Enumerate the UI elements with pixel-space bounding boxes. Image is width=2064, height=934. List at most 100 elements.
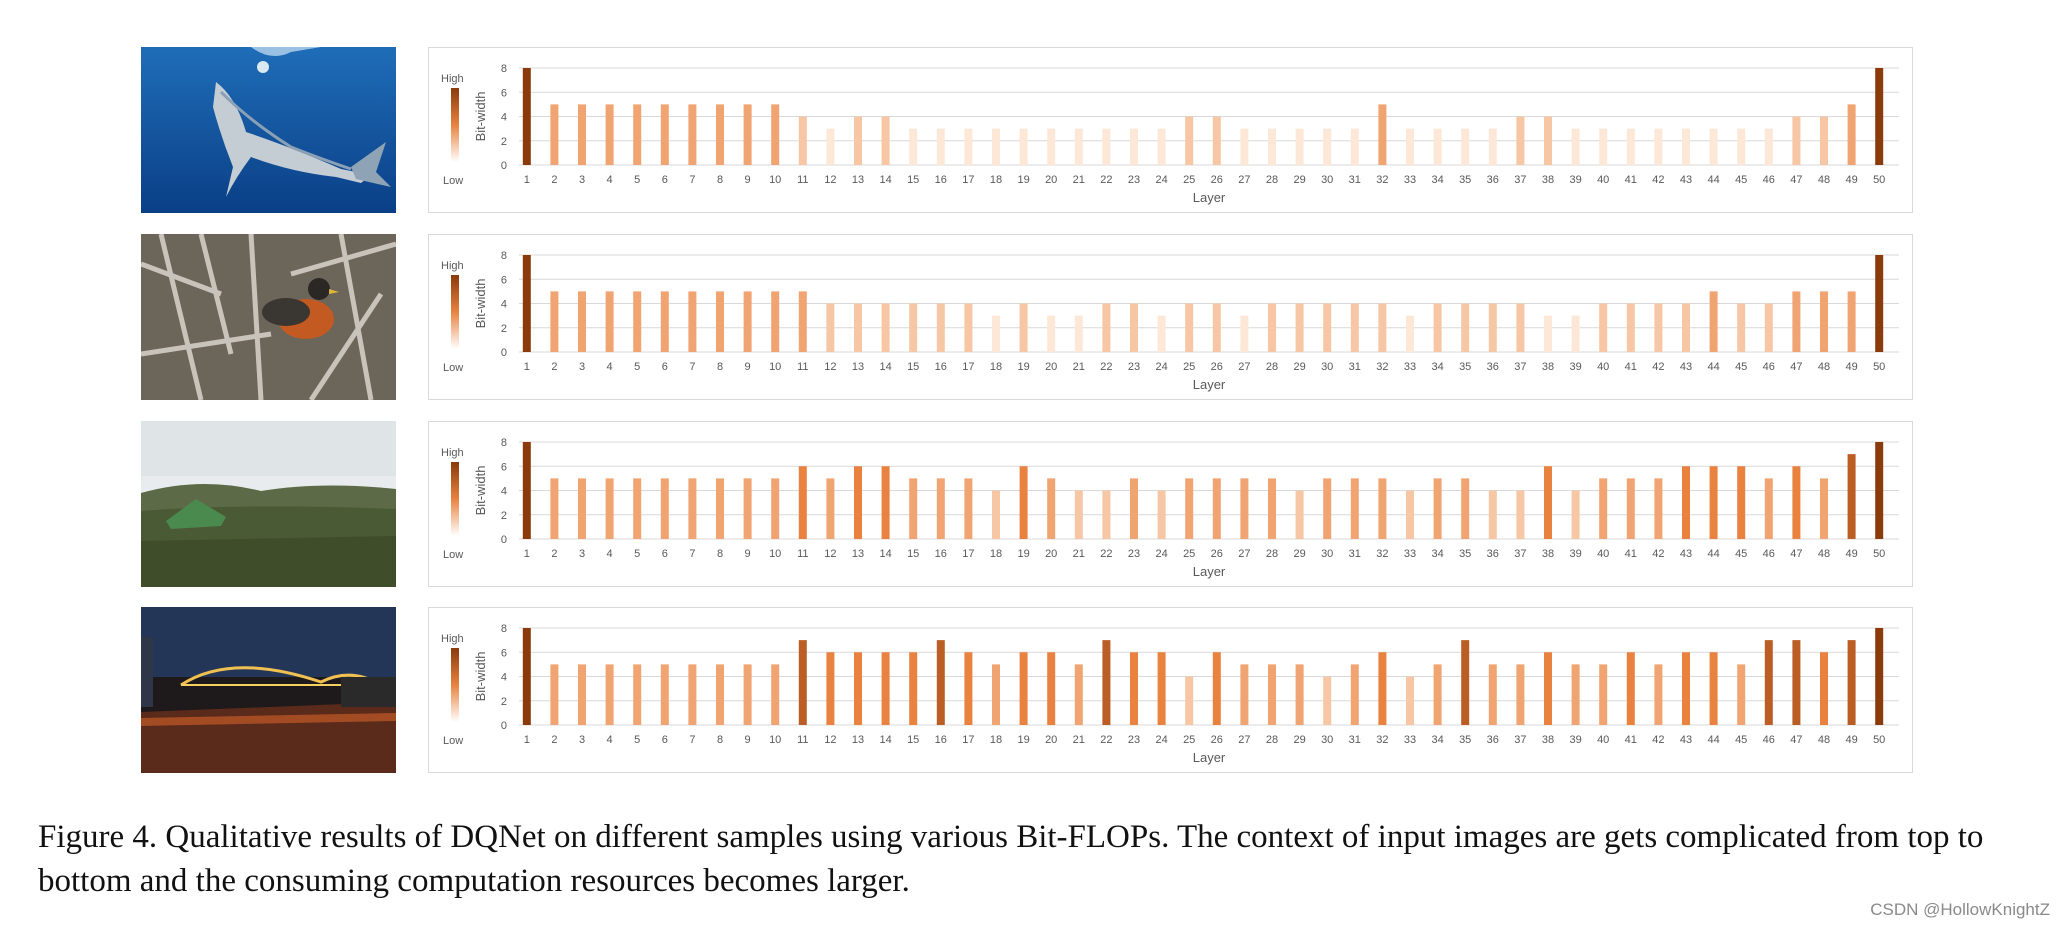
x-tick-label: 40: [1597, 174, 1609, 186]
legend-low-label: Low: [443, 362, 463, 374]
bar-layer-12: [826, 128, 835, 165]
x-tick-label: 7: [689, 361, 695, 373]
x-tick-label: 16: [935, 174, 947, 186]
bar-layer-47: [1792, 116, 1801, 165]
bar-layer-8: [716, 104, 724, 165]
x-tick-label: 2: [551, 174, 557, 186]
x-tick-label: 2: [551, 548, 557, 560]
x-tick-label: 48: [1818, 734, 1830, 746]
bar-layer-33: [1406, 315, 1414, 352]
x-tick-label: 12: [824, 361, 836, 373]
bar-layer-24: [1157, 490, 1166, 539]
x-tick-label: 16: [935, 361, 947, 373]
x-tick-label: 37: [1514, 361, 1526, 373]
x-tick-label: 6: [662, 361, 668, 373]
x-tick-label: 14: [879, 734, 891, 746]
x-tick-label: 36: [1487, 174, 1499, 186]
bar-layer-13: [854, 303, 862, 352]
bar-layer-48: [1820, 291, 1828, 352]
bar-layer-18: [992, 664, 1000, 725]
bar-layer-9: [743, 664, 752, 725]
bar-layer-37: [1516, 664, 1525, 725]
bar-layer-30: [1323, 478, 1332, 539]
x-tick-label: 11: [797, 361, 808, 373]
sample-image-bird: [141, 234, 396, 400]
bar-layer-5: [633, 104, 642, 165]
x-tick-label: 47: [1790, 361, 1802, 373]
x-tick-label: 20: [1045, 548, 1057, 560]
y-tick-label: 6: [501, 647, 507, 659]
x-tick-label: 45: [1735, 548, 1747, 560]
bar-layer-49: [1847, 454, 1856, 539]
x-tick-label: 4: [607, 174, 613, 186]
bar-layer-4: [605, 664, 614, 725]
bar-layer-4: [605, 478, 614, 539]
bar-layer-2: [550, 104, 559, 165]
bar-layer-33: [1406, 490, 1414, 539]
bar-layer-1: [522, 628, 531, 725]
x-tick-label: 19: [1017, 548, 1029, 560]
bar-layer-17: [964, 128, 973, 165]
bar-layer-3: [578, 104, 586, 165]
x-tick-label: 21: [1073, 734, 1085, 746]
legend-gradient: [451, 88, 459, 162]
x-tick-label: 31: [1349, 734, 1361, 746]
bar-layer-9: [743, 478, 752, 539]
bar-layer-43: [1682, 128, 1690, 165]
legend-low-label: Low: [443, 175, 463, 187]
bar-layer-42: [1654, 303, 1663, 352]
x-tick-label: 43: [1680, 361, 1692, 373]
y-tick-label: 2: [501, 323, 507, 335]
x-tick-label: 5: [634, 174, 640, 186]
x-tick-label: 21: [1073, 361, 1085, 373]
x-tick-label: 35: [1459, 734, 1471, 746]
bar-layer-23: [1130, 478, 1138, 539]
bar-layer-19: [1019, 128, 1028, 165]
x-tick-label: 30: [1321, 734, 1333, 746]
x-tick-label: 17: [962, 361, 974, 373]
x-tick-label: 26: [1211, 734, 1223, 746]
bar-layer-34: [1433, 478, 1442, 539]
x-tick-label: 28: [1266, 548, 1278, 560]
bar-layer-2: [550, 478, 559, 539]
bar-layer-38: [1544, 315, 1552, 352]
x-axis-label: Layer: [1193, 377, 1226, 392]
x-tick-label: 32: [1376, 174, 1388, 186]
bar-layer-20: [1047, 478, 1056, 539]
y-tick-label: 2: [501, 136, 507, 148]
bar-layer-42: [1654, 478, 1663, 539]
x-tick-label: 23: [1128, 734, 1140, 746]
x-tick-label: 37: [1514, 174, 1526, 186]
x-tick-label: 49: [1845, 548, 1857, 560]
bar-layer-28: [1268, 664, 1276, 725]
bar-layer-26: [1212, 478, 1221, 539]
legend-high-label: High: [441, 260, 464, 272]
x-tick-label: 26: [1211, 548, 1223, 560]
bar-layer-15: [909, 303, 918, 352]
x-tick-label: 30: [1321, 548, 1333, 560]
x-tick-label: 17: [962, 734, 974, 746]
bar-layer-7: [688, 478, 697, 539]
x-tick-label: 31: [1349, 361, 1361, 373]
x-tick-label: 11: [797, 734, 808, 746]
x-tick-label: 33: [1404, 548, 1416, 560]
x-tick-label: 40: [1597, 361, 1609, 373]
x-tick-label: 32: [1376, 548, 1388, 560]
bar-layer-39: [1571, 664, 1580, 725]
x-tick-label: 35: [1459, 361, 1471, 373]
bar-layer-32: [1378, 652, 1387, 725]
bar-layer-26: [1212, 116, 1221, 165]
bar-layer-8: [716, 664, 724, 725]
bar-layer-43: [1682, 652, 1690, 725]
bar-layer-20: [1047, 652, 1056, 725]
x-tick-label: 37: [1514, 548, 1526, 560]
bar-layer-8: [716, 291, 724, 352]
bar-layer-37: [1516, 116, 1525, 165]
x-tick-label: 34: [1431, 548, 1443, 560]
x-tick-label: 19: [1017, 361, 1029, 373]
bar-layer-12: [826, 303, 835, 352]
x-tick-label: 38: [1542, 361, 1554, 373]
x-tick-label: 45: [1735, 174, 1747, 186]
x-tick-label: 7: [689, 734, 695, 746]
x-tick-label: 10: [769, 734, 781, 746]
